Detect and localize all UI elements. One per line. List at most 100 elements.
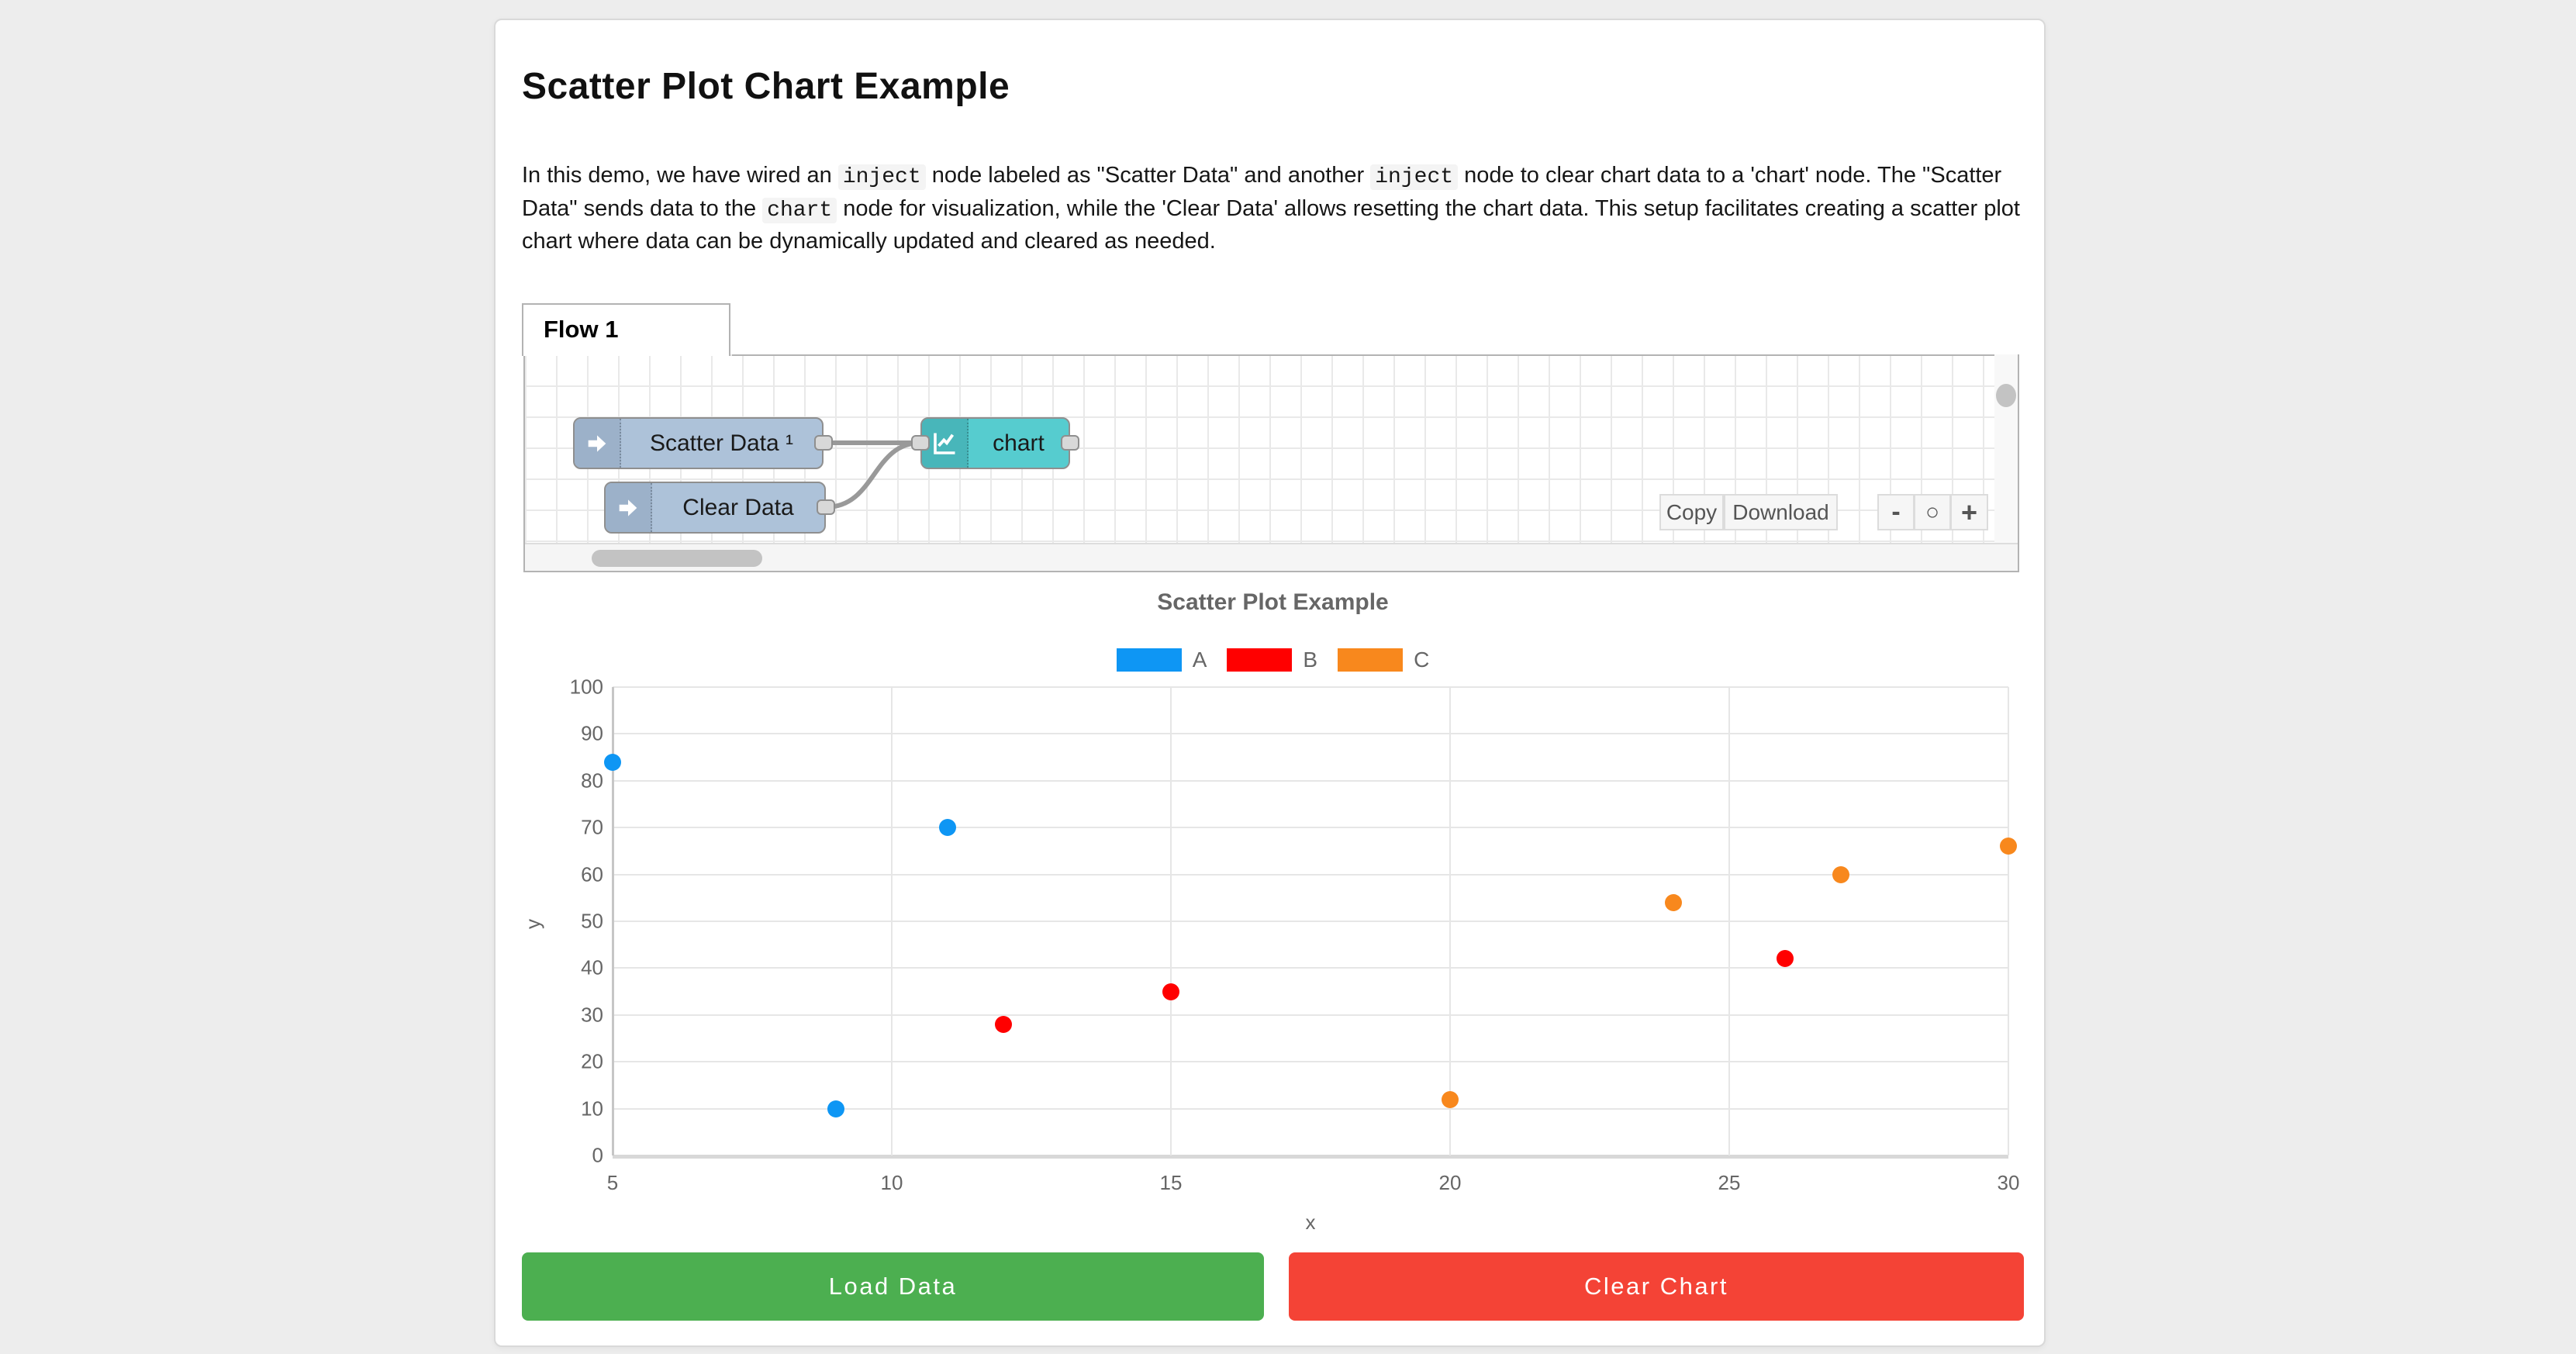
h-gridline [613, 1107, 2008, 1110]
node-inject-clear-data[interactable]: Clear Data [604, 482, 826, 534]
h-gridline [613, 827, 2008, 829]
node-label: chart [993, 430, 1045, 456]
legend-item-B[interactable]: B [1227, 648, 1317, 672]
flow-canvas[interactable]: Scatter Data ¹ Clear Data chart Copy Dow… [523, 354, 2019, 572]
description-text: node for visualization, while the 'Clear… [522, 195, 2020, 254]
data-point-C [1665, 893, 1682, 911]
h-gridline [613, 779, 2008, 782]
node-chart[interactable]: chart [920, 417, 1070, 469]
legend-label: C [1414, 648, 1430, 672]
legend-item-A[interactable]: A [1116, 648, 1207, 672]
horizontal-scrollbar-thumb[interactable] [592, 550, 762, 567]
description-paragraph: In this demo, we have wired an inject no… [522, 160, 2028, 257]
v-gridline [612, 687, 614, 1155]
description-text: node to clear chart data to a 'chart' no… [522, 163, 2002, 221]
x-tick-label: 15 [1159, 1171, 1183, 1194]
h-gridline [613, 733, 2008, 735]
h-gridline [613, 1014, 2008, 1016]
line-chart-icon [922, 419, 969, 468]
flow-tab[interactable]: Flow 1 [522, 303, 730, 356]
node-label: Scatter Data ¹ [649, 430, 794, 456]
download-button-label: Download [1732, 499, 1829, 524]
node-output-port[interactable] [1061, 435, 1079, 451]
data-point-C [2000, 838, 2017, 855]
load-data-button[interactable]: Load Data [522, 1252, 1264, 1321]
y-tick-label: 100 [569, 675, 603, 699]
page-title: Scatter Plot Chart Example [522, 66, 1010, 107]
download-button[interactable]: Download [1724, 494, 1838, 530]
wire-clear-to-chart [824, 440, 923, 509]
legend-swatch [1227, 648, 1293, 672]
data-point-C [1442, 1090, 1459, 1108]
x-tick-label: 30 [1997, 1171, 2020, 1194]
x-tick-label: 5 [606, 1171, 619, 1194]
h-gridline [613, 967, 2008, 969]
node-inject-scatter-data[interactable]: Scatter Data ¹ [573, 417, 824, 469]
zoom-reset-icon: ○ [1925, 499, 1940, 525]
data-point-C [1832, 865, 1849, 883]
y-tick-label: 60 [581, 862, 603, 886]
v-gridline [1170, 687, 1172, 1155]
node-input-port[interactable] [911, 435, 930, 451]
description-text: In this demo, we have wired an [522, 163, 838, 188]
v-gridline [1449, 687, 1451, 1155]
legend-swatch [1116, 648, 1182, 672]
v-gridline [1728, 687, 1730, 1155]
x-axis-title: x [1305, 1211, 1316, 1234]
y-tick-label: 20 [581, 1049, 603, 1073]
data-point-B [1777, 950, 1794, 968]
h-gridline [613, 921, 2008, 922]
y-tick-label: 50 [581, 909, 603, 933]
legend-label: B [1303, 648, 1318, 672]
x-tick-label: 20 [1438, 1171, 1462, 1194]
horizontal-scrollbar-track[interactable] [525, 543, 2018, 571]
legend-swatch [1338, 648, 1404, 672]
y-tick-label: 40 [581, 955, 603, 979]
zoom-out-button[interactable]: - [1877, 494, 1915, 530]
h-gridline [613, 873, 2008, 876]
y-tick-label: 70 [581, 815, 603, 839]
node-output-port[interactable] [817, 499, 835, 515]
legend-label: A [1192, 648, 1207, 672]
copy-button-label: Copy [1666, 499, 1718, 524]
v-gridline [891, 687, 893, 1155]
y-tick-label: 80 [581, 769, 603, 793]
zoom-out-icon: - [1891, 497, 1901, 527]
inject-arrow-icon [606, 483, 652, 532]
y-tick-label: 30 [581, 1003, 603, 1027]
copy-button[interactable]: Copy [1659, 494, 1724, 530]
flow-tab-label: Flow 1 [544, 316, 619, 343]
h-gridline [613, 1061, 2008, 1063]
h-gridline [613, 686, 2008, 688]
node-output-port[interactable] [814, 435, 833, 451]
plot-area [604, 686, 2017, 1159]
clear-chart-button[interactable]: Clear Chart [1289, 1252, 2024, 1321]
canvas-top-border [732, 354, 2018, 356]
zoom-reset-button[interactable]: ○ [1914, 494, 1951, 530]
v-gridline [2008, 687, 2009, 1155]
description-text: node labeled as "Scatter Data" and anoth… [925, 163, 1371, 188]
content-card [494, 19, 2046, 1347]
data-point-A [604, 753, 621, 771]
h-gridline [613, 1155, 2008, 1159]
x-tick-label: 25 [1718, 1171, 1741, 1194]
inline-code: chart [762, 197, 837, 223]
zoom-in-icon: + [1960, 496, 1978, 528]
node-label: Clear Data [682, 494, 794, 520]
vertical-scrollbar-track[interactable] [1994, 354, 2018, 543]
y-tick-label: 0 [592, 1143, 603, 1167]
zoom-in-button[interactable]: + [1950, 494, 1988, 530]
chart-legend: A B C [522, 648, 2024, 672]
inline-code: inject [1370, 164, 1459, 190]
data-point-A [827, 1100, 844, 1117]
inject-arrow-icon [575, 419, 621, 468]
chart-title: Scatter Plot Example [1157, 589, 1389, 615]
legend-item-C[interactable]: C [1338, 648, 1429, 672]
data-point-B [1162, 983, 1179, 1000]
y-tick-label: 90 [581, 721, 603, 745]
vertical-scrollbar-thumb[interactable] [1996, 384, 2016, 407]
data-point-B [995, 1015, 1012, 1033]
data-point-A [939, 819, 956, 837]
inline-code: inject [837, 164, 926, 190]
